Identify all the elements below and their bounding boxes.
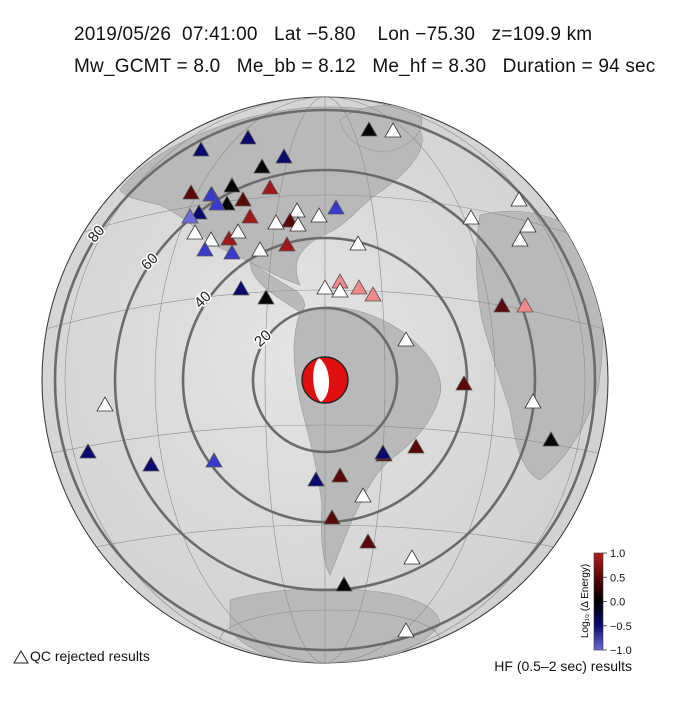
station-marker (335, 576, 353, 592)
colorbar-tick-label: 1.0 (610, 548, 625, 560)
colorbar-ticks: 1.0 0.5 0.0 −0.5 −1.0 (603, 548, 632, 657)
station-marker-rejected (186, 224, 204, 240)
station-marker (350, 279, 368, 295)
colorbar-tick-label: −1.0 (610, 645, 632, 657)
qc-rejected-triangle-icon (13, 650, 29, 664)
station-marker (208, 195, 226, 211)
station-marker-rejected (267, 214, 285, 230)
station-marker (205, 452, 223, 468)
station-marker (261, 179, 279, 195)
distance-ring-20 (251, 306, 399, 454)
station-marker (516, 297, 534, 313)
station-marker (232, 280, 250, 296)
station-marker-rejected (229, 223, 247, 239)
station-marker-rejected (397, 622, 415, 638)
focal-mechanism-beachball (301, 356, 349, 404)
distance-ring-60 (113, 168, 537, 592)
station-marker (181, 208, 199, 224)
station-marker-rejected (349, 235, 367, 251)
station-marker-rejected (524, 393, 542, 409)
station-marker-rejected (202, 231, 220, 247)
station-marker-rejected (288, 202, 306, 218)
station-marker (360, 121, 378, 137)
station-marker (253, 158, 271, 174)
station-marker-rejected (519, 217, 537, 233)
station-marker (275, 148, 293, 164)
station-marker (223, 244, 241, 260)
station-marker (190, 204, 208, 220)
station-marker-rejected (331, 282, 349, 298)
hf-results-label: HF (0.5–2 sec) results (494, 658, 632, 674)
station-marker-rejected (354, 487, 372, 503)
station-marker (79, 443, 97, 459)
colorbar-tick-label: 0.0 (610, 597, 625, 609)
colorbar-tick-label: 0.5 (610, 572, 625, 584)
station-marker (223, 177, 241, 193)
station-marker (257, 289, 275, 305)
station-marker-rejected (384, 122, 402, 138)
distance-ring-80 (53, 108, 597, 652)
station-markers (79, 121, 560, 638)
station-marker (331, 467, 349, 483)
station-marker-rejected (397, 331, 415, 347)
station-marker-rejected (403, 549, 421, 565)
station-marker (407, 438, 425, 454)
station-marker (239, 129, 257, 145)
station-marker (307, 471, 325, 487)
station-marker (142, 456, 160, 472)
station-marker (542, 431, 560, 447)
station-marker-rejected (316, 279, 334, 295)
station-marker (359, 533, 377, 549)
colorbar-title: Log₁₀ (Δ Energy) (580, 564, 591, 638)
station-marker (455, 375, 473, 391)
station-marker (196, 241, 214, 257)
colorbar-strip (593, 552, 604, 651)
station-marker (374, 444, 392, 460)
station-marker (192, 141, 210, 157)
station-marker (202, 186, 220, 202)
qc-rejected-legend-label: QC rejected results (30, 648, 150, 664)
event-info-line-2: Mw_GCMT = 8.0 Me_bb = 8.12 Me_hf = 8.30 … (74, 56, 656, 77)
station-marker (182, 184, 200, 200)
station-marker (493, 297, 511, 313)
station-marker (278, 236, 296, 252)
colorbar-tick-label: −0.5 (610, 621, 632, 633)
event-info-line-1: 2019/05/26 07:41:00 Lat −5.80 Lon −75.30… (74, 24, 593, 45)
station-marker-rejected (310, 207, 328, 223)
station-marker-rejected (511, 231, 529, 247)
station-marker (323, 509, 341, 525)
station-marker (241, 208, 259, 224)
station-marker (234, 191, 252, 207)
station-marker (327, 199, 345, 215)
station-marker (364, 286, 382, 302)
station-marker-rejected (289, 216, 307, 232)
station-marker-rejected (462, 209, 480, 225)
station-marker-rejected (251, 241, 269, 257)
station-marker-rejected (510, 191, 528, 207)
station-marker-rejected (96, 396, 114, 412)
